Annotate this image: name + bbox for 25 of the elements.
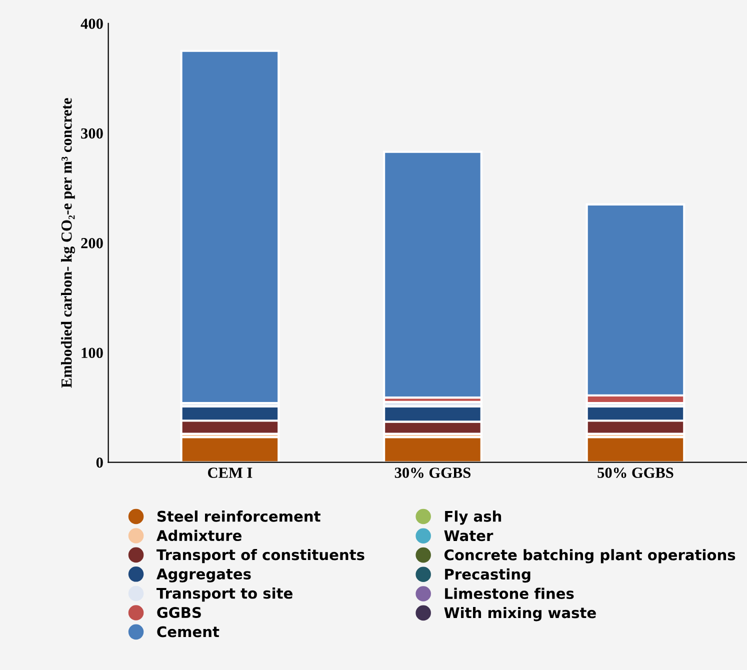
x-tick-label: CEM I <box>208 468 252 478</box>
legend-label: Transport to site <box>156 588 292 602</box>
legend-label: Fly ash <box>445 510 502 525</box>
y-tick-label: 300 <box>81 128 103 139</box>
y-tick-label: 200 <box>81 238 103 248</box>
bar <box>383 150 482 399</box>
legend-label: Aggregates <box>156 568 251 582</box>
x-tick-label: 30% GGBS <box>394 468 470 478</box>
x-tick-label: 50% GGBS <box>598 468 674 478</box>
legend-label: GGBS <box>157 606 201 618</box>
legend-label: Admixture <box>156 530 242 542</box>
legend-label: Steel reinforcement <box>157 510 320 522</box>
y-tick-label: 400 <box>80 18 103 29</box>
y-tick-label: 100 <box>82 348 103 358</box>
legend-label: Water <box>444 530 494 542</box>
legend-label: Cement <box>157 626 220 638</box>
legend-label: Precasting <box>445 568 530 583</box>
legend-label: With mixing waste <box>444 606 596 622</box>
y-tick-label: 0 <box>96 457 103 468</box>
legend-label: Concrete batching plant operations <box>444 549 736 564</box>
bar <box>180 50 280 404</box>
bar <box>383 436 482 462</box>
legend-label: Limestone fines <box>445 588 574 600</box>
legend-label: Transport of constituents <box>156 548 364 564</box>
y-axis-title: Embodied carbon- kg CO₂-e per m³ concrete <box>61 98 75 388</box>
